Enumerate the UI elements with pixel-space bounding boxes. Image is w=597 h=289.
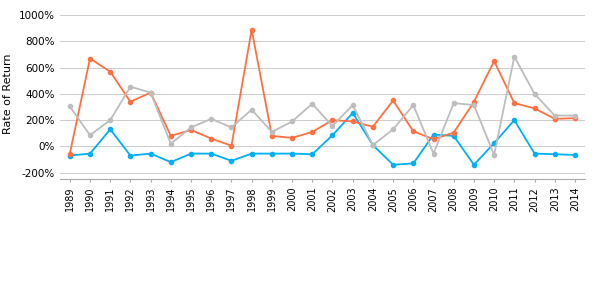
Illinois soybeans: [389, 163, 396, 166]
Illinois soybeans: [551, 153, 558, 156]
Illinois soybeans: [228, 159, 235, 162]
Illinois soybeans: [268, 152, 275, 155]
Illinois soybeans: [66, 154, 73, 157]
Texas cotton: [470, 103, 478, 107]
Arkansas corn: [329, 118, 336, 122]
Texas cotton: [309, 102, 316, 105]
Arkansas corn: [349, 120, 356, 123]
Illinois soybeans: [450, 134, 457, 138]
Arkansas corn: [187, 128, 195, 132]
Arkansas corn: [268, 134, 275, 138]
Illinois soybeans: [127, 154, 134, 157]
Texas cotton: [87, 134, 94, 137]
Texas cotton: [147, 91, 154, 94]
Texas cotton: [208, 117, 215, 121]
Arkansas corn: [147, 91, 154, 94]
Arkansas corn: [571, 116, 578, 120]
Line: Arkansas corn: Arkansas corn: [67, 27, 577, 156]
Arkansas corn: [288, 136, 296, 140]
Texas cotton: [551, 114, 558, 117]
Illinois soybeans: [430, 133, 437, 136]
Illinois soybeans: [187, 152, 195, 155]
Illinois soybeans: [410, 162, 417, 165]
Texas cotton: [167, 142, 174, 145]
Illinois soybeans: [571, 153, 578, 157]
Illinois soybeans: [349, 111, 356, 115]
Arkansas corn: [228, 144, 235, 147]
Arkansas corn: [410, 129, 417, 133]
Arkansas corn: [248, 28, 256, 32]
Y-axis label: Rate of Return: Rate of Return: [3, 54, 13, 134]
Illinois soybeans: [470, 163, 478, 166]
Texas cotton: [107, 118, 114, 122]
Texas cotton: [248, 108, 256, 111]
Illinois soybeans: [491, 141, 498, 145]
Texas cotton: [349, 103, 356, 107]
Arkansas corn: [491, 60, 498, 63]
Illinois soybeans: [87, 152, 94, 155]
Texas cotton: [329, 124, 336, 128]
Texas cotton: [450, 101, 457, 105]
Texas cotton: [127, 85, 134, 88]
Arkansas corn: [167, 134, 174, 138]
Arkansas corn: [370, 125, 377, 128]
Arkansas corn: [127, 100, 134, 103]
Illinois soybeans: [288, 152, 296, 155]
Illinois soybeans: [107, 128, 114, 131]
Texas cotton: [571, 114, 578, 117]
Arkansas corn: [208, 137, 215, 140]
Arkansas corn: [470, 100, 478, 103]
Arkansas corn: [511, 101, 518, 105]
Illinois soybeans: [208, 152, 215, 155]
Texas cotton: [430, 152, 437, 155]
Texas cotton: [531, 92, 538, 96]
Arkansas corn: [430, 138, 437, 141]
Illinois soybeans: [147, 152, 154, 155]
Line: Illinois soybeans: Illinois soybeans: [67, 111, 577, 167]
Texas cotton: [187, 126, 195, 129]
Illinois soybeans: [167, 160, 174, 164]
Arkansas corn: [309, 130, 316, 134]
Arkansas corn: [66, 152, 73, 155]
Texas cotton: [410, 103, 417, 107]
Arkansas corn: [531, 107, 538, 110]
Texas cotton: [268, 130, 275, 134]
Texas cotton: [389, 128, 396, 131]
Illinois soybeans: [329, 134, 336, 137]
Arkansas corn: [87, 57, 94, 60]
Illinois soybeans: [248, 152, 256, 155]
Line: Texas cotton: Texas cotton: [67, 54, 577, 157]
Texas cotton: [66, 105, 73, 108]
Illinois soybeans: [309, 153, 316, 156]
Arkansas corn: [107, 70, 114, 73]
Texas cotton: [228, 126, 235, 129]
Arkansas corn: [551, 117, 558, 121]
Texas cotton: [491, 153, 498, 157]
Arkansas corn: [450, 131, 457, 134]
Texas cotton: [288, 120, 296, 123]
Illinois soybeans: [370, 143, 377, 147]
Texas cotton: [370, 143, 377, 147]
Illinois soybeans: [511, 118, 518, 122]
Arkansas corn: [389, 99, 396, 102]
Illinois soybeans: [531, 152, 538, 155]
Texas cotton: [511, 55, 518, 58]
